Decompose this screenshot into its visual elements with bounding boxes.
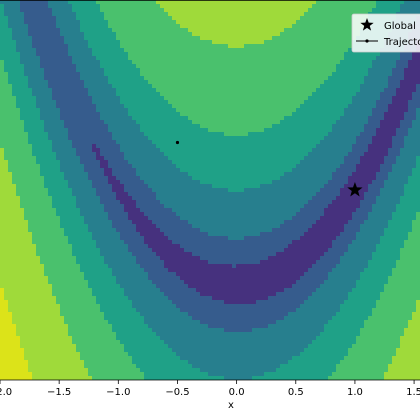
- x-tick-label: −1.5: [47, 387, 71, 398]
- legend-trajectory-dot-icon: [365, 39, 369, 43]
- x-tick-label: −0.5: [165, 387, 189, 398]
- legend-label-global-min: Global M: [384, 21, 420, 32]
- x-tick-label: −1.0: [106, 387, 130, 398]
- legend-star-icon: [360, 18, 374, 31]
- x-tick-label: 1.5: [406, 387, 420, 398]
- legend-star-marker: [360, 18, 374, 31]
- plot-marks: [175, 140, 363, 197]
- x-tick-label: 0.5: [288, 387, 304, 398]
- global-minimum-star: [347, 182, 363, 197]
- legend: Global M Trajecto: [351, 13, 420, 53]
- x-axis-ticks: −2.0 −1.5 −1.0 −0.5 0.0 0.5 1.0 1.5: [0, 380, 420, 398]
- plot-area: [0, 0, 420, 380]
- x-tick-label: −2.0: [0, 387, 12, 398]
- trajectory-point: [175, 140, 180, 145]
- x-tick-label: 0.0: [229, 387, 245, 398]
- axes-frame: [0, 0, 420, 381]
- legend-label-trajectory: Trajecto: [383, 37, 420, 48]
- x-axis-label: x: [228, 400, 234, 411]
- x-tick-label: 1.0: [347, 387, 363, 398]
